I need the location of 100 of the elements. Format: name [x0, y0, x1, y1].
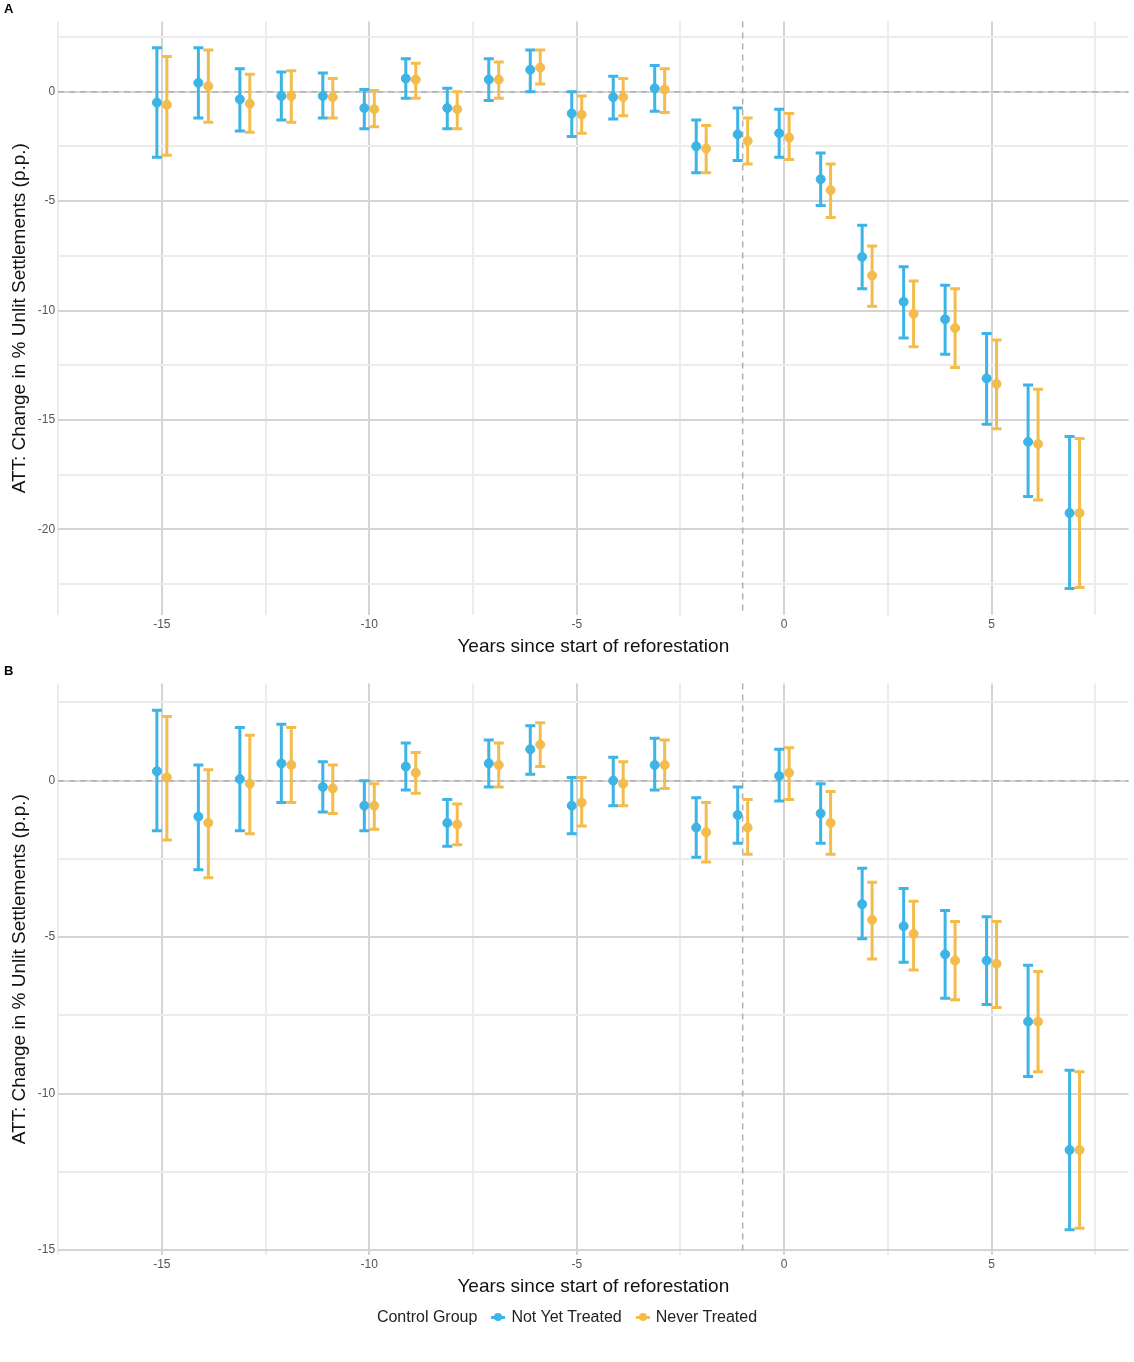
- point: [1033, 439, 1044, 450]
- point: [898, 296, 909, 307]
- point: [244, 98, 255, 109]
- point: [940, 314, 951, 325]
- point: [327, 92, 338, 103]
- point: [576, 109, 587, 120]
- point: [691, 141, 702, 152]
- point: [493, 759, 504, 770]
- x-tick-label: -5: [571, 1257, 583, 1272]
- x-tick-label: -10: [360, 617, 379, 632]
- point: [161, 772, 172, 783]
- point: [732, 810, 743, 821]
- point: [1023, 436, 1034, 447]
- point: [825, 185, 836, 196]
- point: [442, 817, 453, 828]
- point: [535, 739, 546, 750]
- y-axis-title: ATT: Change in % Unlit Settlements (p.p.): [7, 794, 29, 1145]
- point: [566, 108, 577, 119]
- point: [608, 775, 619, 786]
- point: [659, 84, 670, 95]
- x-tick-label: 5: [988, 1257, 996, 1272]
- point: [1064, 508, 1075, 519]
- y-tick-label: -5: [44, 193, 56, 208]
- point: [774, 770, 785, 781]
- point: [327, 783, 338, 794]
- y-tick-label: 0: [48, 772, 56, 787]
- point: [234, 774, 245, 785]
- point: [867, 914, 878, 925]
- point: [203, 81, 214, 92]
- chart-title: B: [4, 663, 14, 679]
- point: [193, 811, 204, 822]
- point: [452, 819, 463, 830]
- x-axis-title: Years since start of reforestation: [457, 634, 730, 656]
- point: [940, 949, 951, 960]
- point: [981, 373, 992, 384]
- point: [825, 817, 836, 828]
- point: [784, 767, 795, 778]
- point: [950, 323, 961, 334]
- point: [1023, 1016, 1034, 1027]
- point: [151, 97, 162, 108]
- point: [369, 800, 380, 811]
- point: [815, 808, 826, 819]
- legend-title: Control Group: [376, 1308, 478, 1326]
- point: [359, 103, 370, 114]
- point: [857, 251, 868, 262]
- point: [991, 958, 1002, 969]
- point: [576, 797, 587, 808]
- y-tick-label: -10: [37, 302, 56, 317]
- x-tick-label: -15: [153, 617, 171, 632]
- point: [286, 91, 297, 102]
- point: [608, 92, 619, 103]
- point: [898, 921, 909, 932]
- point: [317, 781, 328, 792]
- point: [1074, 508, 1085, 519]
- point: [908, 308, 919, 319]
- point: [410, 767, 421, 778]
- legend-label: Never Treated: [655, 1308, 758, 1326]
- point: [452, 104, 463, 115]
- point: [483, 758, 494, 769]
- y-tick-label: 0: [48, 83, 56, 98]
- point: [442, 103, 453, 114]
- point: [400, 761, 411, 772]
- point: [276, 758, 287, 769]
- point: [525, 64, 536, 75]
- point: [908, 928, 919, 939]
- point: [649, 83, 660, 94]
- x-axis-title: Years since start of reforestation: [457, 1274, 730, 1296]
- x-tick-label: 5: [988, 617, 996, 632]
- point: [369, 104, 380, 115]
- point: [618, 92, 629, 103]
- chart-title: A: [4, 1, 14, 17]
- x-tick-label: -10: [360, 1257, 379, 1272]
- point: [410, 74, 421, 85]
- y-tick-label: -5: [44, 929, 56, 944]
- point: [203, 817, 214, 828]
- legend-label: Not Yet Treated: [511, 1308, 622, 1326]
- x-tick-label: -5: [571, 617, 583, 632]
- point: [234, 94, 245, 105]
- point: [286, 759, 297, 770]
- point: [732, 129, 743, 140]
- y-tick-label: -10: [37, 1085, 56, 1100]
- x-tick-label: 0: [780, 617, 788, 632]
- point: [742, 135, 753, 146]
- point: [991, 378, 1002, 389]
- point: [483, 74, 494, 85]
- point: [701, 143, 712, 154]
- point: [400, 73, 411, 84]
- y-tick-label: -15: [37, 1242, 56, 1257]
- point: [691, 822, 702, 833]
- y-tick-label: -20: [37, 521, 56, 536]
- point: [359, 800, 370, 811]
- point: [618, 778, 629, 789]
- y-axis-title: ATT: Change in % Unlit Settlements (p.p.): [7, 143, 29, 494]
- point: [742, 822, 753, 833]
- point: [161, 99, 172, 110]
- point: [701, 827, 712, 838]
- point: [535, 62, 546, 73]
- point: [1064, 1144, 1075, 1155]
- point: [193, 77, 204, 88]
- point: [151, 766, 162, 777]
